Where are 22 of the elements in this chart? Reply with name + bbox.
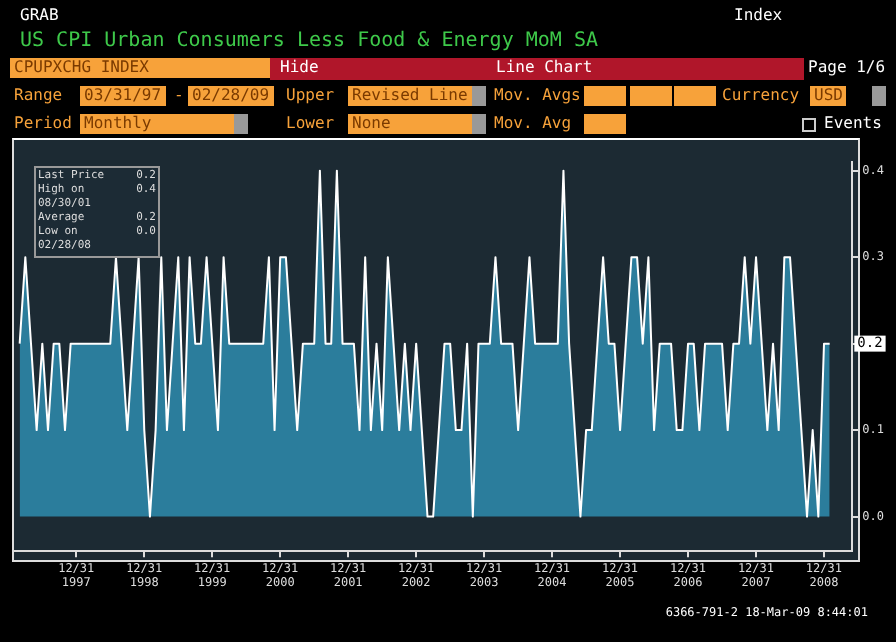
text: Mov. Avgs [494, 86, 581, 106]
text: Index [734, 6, 783, 26]
text: 02/28/09 [188, 86, 274, 106]
text: USD [810, 86, 847, 106]
text: Revised Line [348, 86, 472, 106]
chart-title: US CPI Urban Consumers Less Food & Energy MoM SA [20, 30, 598, 52]
text: Period [14, 114, 72, 134]
text: Line Chart [496, 58, 593, 78]
text: Range [14, 86, 63, 106]
text: None [348, 114, 472, 134]
text: Hide [280, 58, 319, 78]
text: Currency [722, 86, 800, 106]
text: Lower [286, 114, 335, 134]
text: - [174, 86, 184, 106]
text: Events [824, 114, 882, 134]
text: 03/31/97 [80, 86, 166, 106]
text: Page 1/6 [808, 58, 886, 78]
text: Mov. Avg [494, 114, 572, 134]
text: CPUPXCHG INDEX [10, 58, 270, 78]
text: GRAB [20, 6, 59, 26]
text: Upper [286, 86, 335, 106]
text: Monthly [80, 114, 236, 134]
